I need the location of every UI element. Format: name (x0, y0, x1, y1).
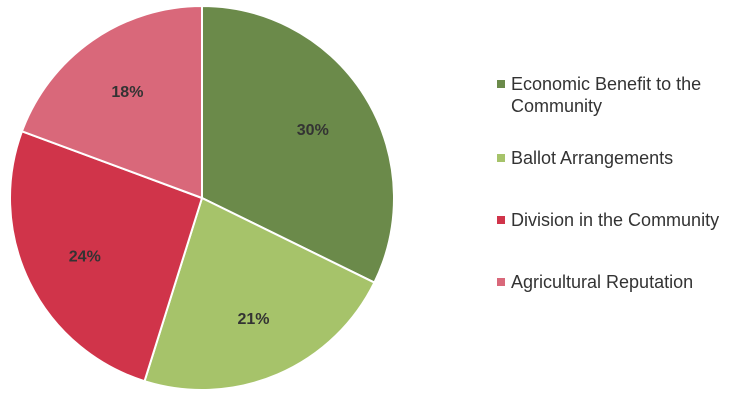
pie-slice-division (9, 130, 204, 383)
legend-label-agricultural-reputation: Agricultural Reputation (511, 272, 694, 292)
legend-item-agricultural-reputation: Agricultural Reputation (497, 271, 756, 293)
pie-label-ballot-arrangements: 21% (237, 311, 269, 328)
pie-label-division: 24% (69, 248, 101, 265)
pie-slice-ballot-arrangements (143, 196, 376, 391)
pie-slice-economic-benefit (201, 4, 395, 284)
legend-item-ballot-arrangements: Ballot Arrangements (497, 147, 756, 169)
legend-label-economic-benefit: Economic Benefit to the Community (511, 74, 702, 116)
legend-label-division: Division in the Community (511, 210, 720, 230)
pie-label-economic-benefit: 30% (297, 122, 329, 139)
legend-label-ballot-arrangements: Ballot Arrangements (511, 148, 674, 168)
legend-item-economic-benefit: Economic Benefit to the Community (497, 73, 756, 117)
chart-legend: Economic Benefit to the Community Ballot… (497, 73, 756, 293)
legend-swatch-division (497, 216, 505, 224)
pie-label-agricultural-reputation: 18% (111, 84, 143, 101)
pie-chart-plot: 30% 21% 24% 18% (9, 4, 395, 391)
legend-item-division: Division in the Community (497, 209, 756, 231)
legend-swatch-ballot-arrangements (497, 154, 505, 162)
pie-slice-agricultural-reputation (20, 4, 203, 200)
legend-swatch-economic-benefit (497, 80, 505, 88)
legend-swatch-agricultural-reputation (497, 278, 505, 286)
